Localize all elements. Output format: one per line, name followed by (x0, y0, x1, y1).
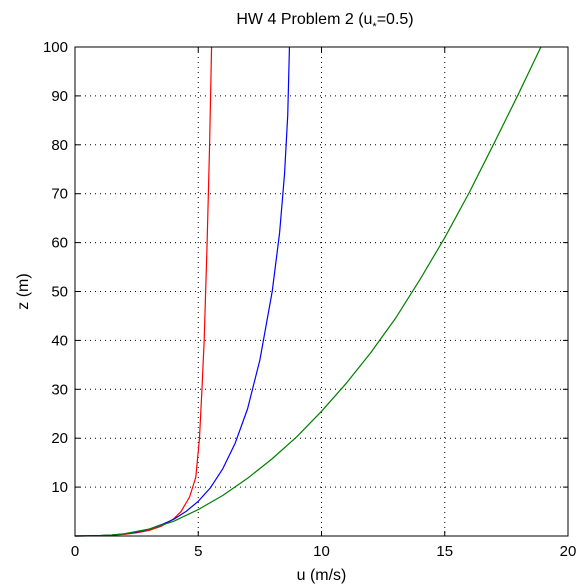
y-tick-label: 80 (51, 137, 68, 154)
x-tick-label: 15 (436, 543, 453, 560)
y-tick-label: 60 (51, 235, 68, 252)
y-tick-label: 100 (43, 39, 68, 56)
chart-title: HW 4 Problem 2 (u*=0.5) (236, 11, 413, 33)
y-tick-label: 70 (51, 186, 68, 203)
x-tick-label: 5 (194, 543, 202, 560)
y-axis-label: z (m) (15, 273, 32, 309)
y-tick-label: 10 (51, 479, 68, 496)
y-tick-label: 30 (51, 381, 68, 398)
axis-ticks: 0 5 10 15 20 10 20 30 40 50 60 70 80 90 100 (43, 39, 576, 560)
x-tick-label: 0 (71, 543, 79, 560)
series-line-3 (74, 46, 542, 537)
x-tick-label: 10 (313, 543, 330, 560)
y-tick-label: 50 (51, 284, 68, 301)
y-tick-label: 20 (51, 430, 68, 447)
grid (75, 47, 568, 536)
y-tick-label: 40 (51, 332, 68, 349)
series-lines (74, 46, 542, 537)
series-line-2 (74, 46, 291, 537)
x-tick-label: 20 (560, 543, 577, 560)
x-axis-label: u (m/s) (297, 567, 347, 584)
y-tick-label: 90 (51, 88, 68, 105)
